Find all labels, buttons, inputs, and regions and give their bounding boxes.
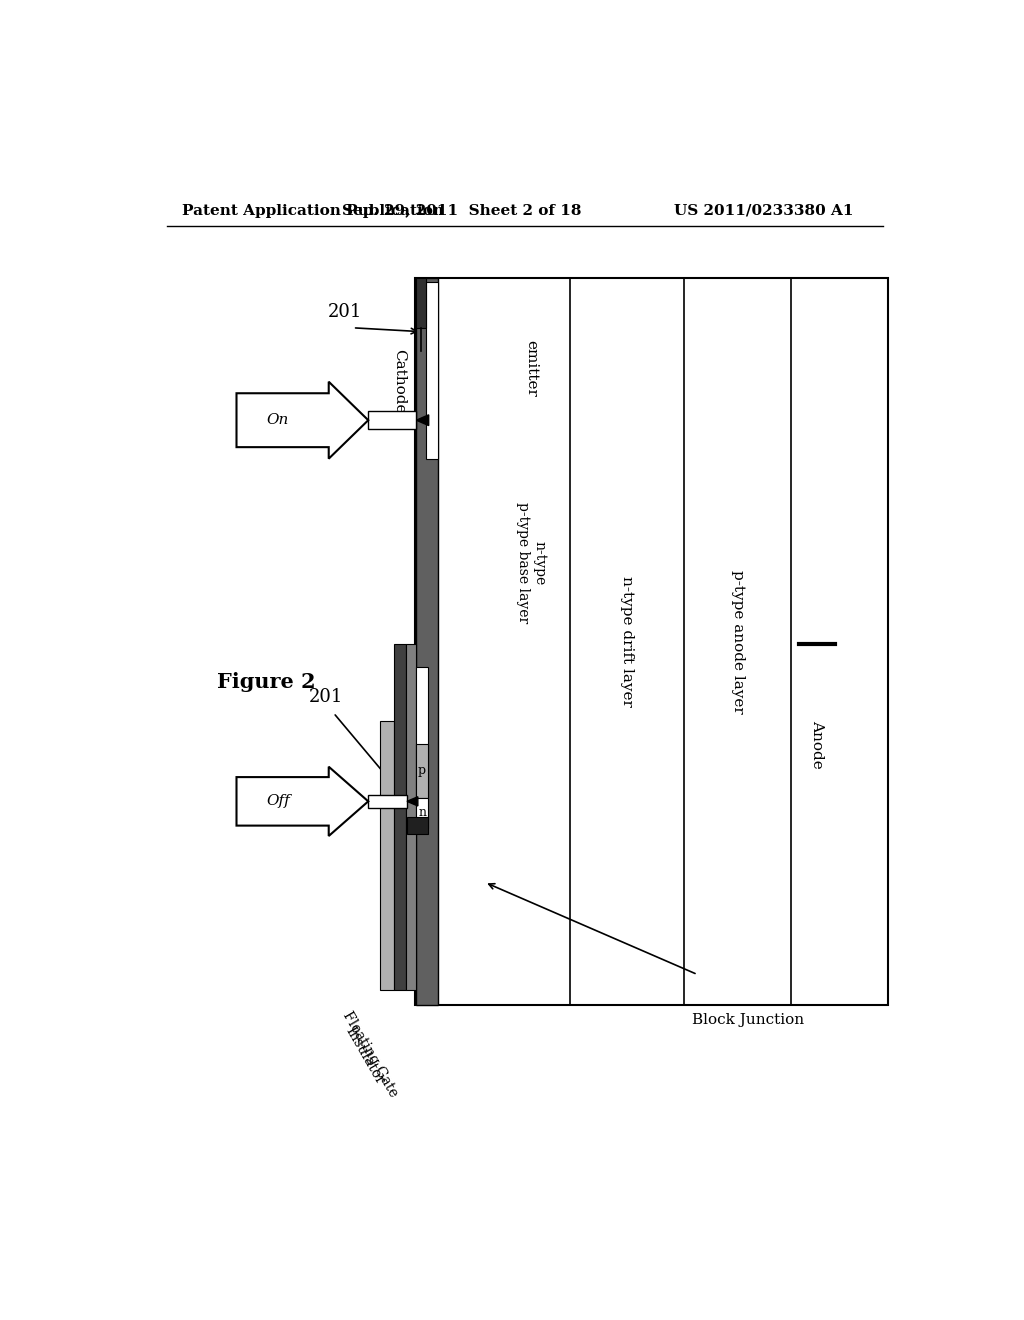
Text: n-type drift layer: n-type drift layer (621, 576, 634, 708)
Text: Floating Gate: Floating Gate (340, 1010, 400, 1100)
Bar (417, 797, 428, 829)
Text: Anode: Anode (810, 721, 824, 770)
Bar (394, 644, 407, 990)
Bar (380, 721, 394, 990)
Text: Off: Off (266, 795, 290, 808)
Bar (417, 277, 438, 1006)
Bar (417, 743, 428, 797)
Bar (417, 667, 428, 797)
Text: Sep. 29, 2011  Sheet 2 of 18: Sep. 29, 2011 Sheet 2 of 18 (341, 203, 581, 218)
Text: Insulator: Insulator (343, 1024, 387, 1088)
PathPatch shape (417, 414, 429, 425)
Bar (369, 795, 407, 808)
Text: p: p (418, 764, 426, 777)
Bar (407, 644, 416, 990)
Text: 201: 201 (328, 304, 362, 321)
Text: p-type anode layer: p-type anode layer (730, 570, 744, 713)
Bar (417, 277, 426, 327)
Bar (407, 817, 428, 834)
Text: Block Junction: Block Junction (692, 1014, 804, 1027)
Bar (369, 411, 417, 429)
PathPatch shape (407, 797, 418, 807)
Text: 201: 201 (308, 689, 343, 706)
Text: emitter: emitter (524, 339, 538, 397)
Text: Cathode: Cathode (392, 696, 407, 760)
Bar (415, 277, 888, 1006)
Text: US 2011/0233380 A1: US 2011/0233380 A1 (674, 203, 853, 218)
Text: Cathode: Cathode (392, 350, 407, 414)
PathPatch shape (237, 767, 369, 836)
PathPatch shape (237, 381, 369, 459)
Text: n-type
p-type base layer: n-type p-type base layer (516, 502, 546, 623)
Text: n: n (418, 807, 426, 820)
Bar (426, 281, 438, 459)
Text: On: On (267, 413, 289, 428)
Text: Patent Application Publication: Patent Application Publication (182, 203, 444, 218)
Text: Figure 2: Figure 2 (217, 672, 315, 692)
